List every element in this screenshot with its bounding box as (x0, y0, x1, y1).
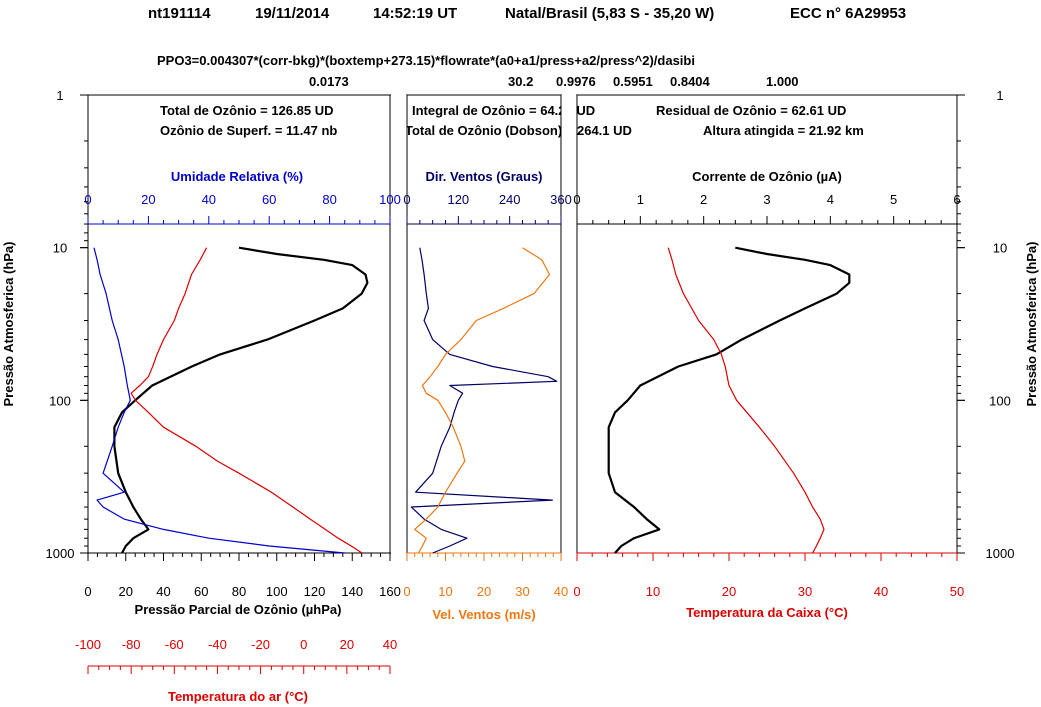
wind-speed-tick-label: 30 (515, 584, 529, 599)
station-id: nt191114 (148, 5, 211, 22)
ozone-current-tick-label: 0 (573, 192, 580, 207)
humidity-axis-title: Umidade Relativa (%) (171, 169, 303, 184)
ozone-pp-tick-label: 60 (194, 584, 208, 599)
humidity-tick-label: 20 (141, 192, 155, 207)
wind-speed-tick-label: 40 (554, 584, 568, 599)
wind-direction-tick-label: 120 (447, 192, 469, 207)
humidity-tick-label: 40 (202, 192, 216, 207)
air-temp-tick-label: -40 (208, 637, 227, 652)
wind-direction-tick-label: 360 (550, 192, 572, 207)
wind-direction-tick-label: 240 (499, 192, 521, 207)
station-location: Natal/Brasil (5,83 S - 35,20 W) (505, 5, 714, 22)
box-temperature-series-line (667, 247, 825, 554)
launch-date: 19/11/2014 (255, 5, 330, 22)
ozone-current-tick-label: 3 (763, 192, 770, 207)
ozone-current-axis-title: Corrente de Ozônio (µA) (692, 169, 842, 184)
plot-frame (87, 94, 958, 554)
formula-value-1: 30.2 (508, 74, 533, 89)
ozone-pp-tick-label: 120 (304, 584, 326, 599)
pressure-axis-title-right: Pressão Atmosferica (hPa) (1024, 242, 1039, 407)
box-temp-tick-label: 50 (950, 584, 964, 599)
launch-time: 14:52:19 UT (373, 5, 457, 22)
pressure-axis-title-left: Pressão Atmosferica (hPa) (1, 242, 16, 407)
wind-speed-axis-title: Vel. Ventos (m/s) (432, 607, 535, 622)
ozone-pp-tick-label: 20 (119, 584, 133, 599)
ozone-pp-tick-label: 40 (156, 584, 170, 599)
formula-value-2: 0.9976 (556, 74, 596, 89)
ozone-current-tick-label: 1 (637, 192, 644, 207)
air-temp-tick-label: 0 (300, 637, 307, 652)
ppo3-formula: PPO3=0.004307*(corr-bkg)*(boxtemp+273.15… (157, 53, 695, 68)
ozone-current-tick-label: 5 (890, 192, 897, 207)
air-temp-tick-label: -100 (75, 637, 101, 652)
ozone-pp-tick-label: 100 (266, 584, 288, 599)
total-ozone: Total de Ozônio = 126.85 UD (160, 103, 334, 118)
box-temp-axis-title: Temperatura da Caixa (°C) (686, 605, 848, 620)
ozone-pp-tick-label: 0 (84, 584, 91, 599)
humidity-tick-label: 60 (262, 192, 276, 207)
surface-ozone: Ozônio de Superf. = 11.47 nb (160, 123, 337, 138)
formula-value-3: 0.5951 (613, 74, 653, 89)
ozone-current-series-line (607, 246, 851, 554)
box-temp-tick-label: 20 (722, 584, 736, 599)
wind-direction-series-line (410, 247, 558, 554)
air-temperature-series-line (130, 247, 363, 554)
ozone-pp-tick-label: 80 (232, 584, 246, 599)
wind-direction-axis-title: Dir. Ventos (Graus) (425, 169, 542, 184)
ozone-current-tick-label: 6 (953, 192, 960, 207)
ozone-pp-tick-label: 160 (379, 584, 401, 599)
air-temp-tick-label: -60 (165, 637, 184, 652)
ozone-pp-tick-label: 140 (341, 584, 363, 599)
pressure-tick-label: 1000 (46, 546, 75, 561)
pressure-tick-label: 10 (53, 241, 67, 256)
humidity-tick-label: 80 (322, 192, 336, 207)
box-temp-tick-label: 40 (874, 584, 888, 599)
ozone-current-tick-label: 4 (827, 192, 834, 207)
wind-speed-tick-label: 10 (438, 584, 452, 599)
air-temp-tick-label: 40 (383, 637, 397, 652)
box-temp-tick-label: 10 (646, 584, 660, 599)
wind-direction-tick-label: 0 (403, 192, 410, 207)
ozone-series-line (113, 246, 369, 554)
pressure-tick-label: 100 (49, 393, 71, 408)
panel-gap-right (561, 95, 577, 554)
wind-speed-tick-label: 20 (477, 584, 491, 599)
wind-speed-series-line (414, 247, 551, 554)
humidity-series-line (93, 247, 345, 554)
ozone-pp-axis-title: Pressão Parcial de Ozônio (µhPa) (135, 602, 342, 617)
formula-value-4: 0.8404 (670, 74, 711, 89)
air-temp-tick-label: -80 (122, 637, 141, 652)
box-temp-tick-label: 30 (798, 584, 812, 599)
humidity-tick-label: 0 (84, 192, 91, 207)
integral-ozone: Integral de Ozônio = 64.25 UD (412, 103, 595, 118)
sonde-number: ECC n° 6A29953 (790, 5, 906, 22)
box-temp-tick-label: 0 (573, 584, 580, 599)
max-altitude: Altura atingida = 21.92 km (703, 123, 864, 138)
air-temp-tick-label: -20 (251, 637, 270, 652)
air-temp-tick-label: 20 (340, 637, 354, 652)
pressure-tick-label: 10 (993, 241, 1007, 256)
pressure-tick-label: 1 (996, 88, 1003, 103)
formula-value-0: 0.0173 (309, 74, 349, 89)
pressure-tick-label: 1 (56, 88, 63, 103)
ozone-current-tick-label: 2 (700, 192, 707, 207)
panel-gap-left (391, 95, 407, 554)
dobson-total: Total de Ozônio (Dobson) = 264.1 UD (405, 123, 632, 138)
formula-value-5: 1.000 (766, 74, 799, 89)
air-temp-axis-title: Temperatura do ar (°C) (168, 689, 308, 704)
pressure-tick-label: 1000 (986, 546, 1015, 561)
residual-ozone: Residual de Ozônio = 62.61 UD (656, 103, 846, 118)
pressure-tick-label: 100 (989, 393, 1011, 408)
wind-speed-tick-label: 0 (403, 584, 410, 599)
humidity-tick-label: 100 (379, 192, 401, 207)
